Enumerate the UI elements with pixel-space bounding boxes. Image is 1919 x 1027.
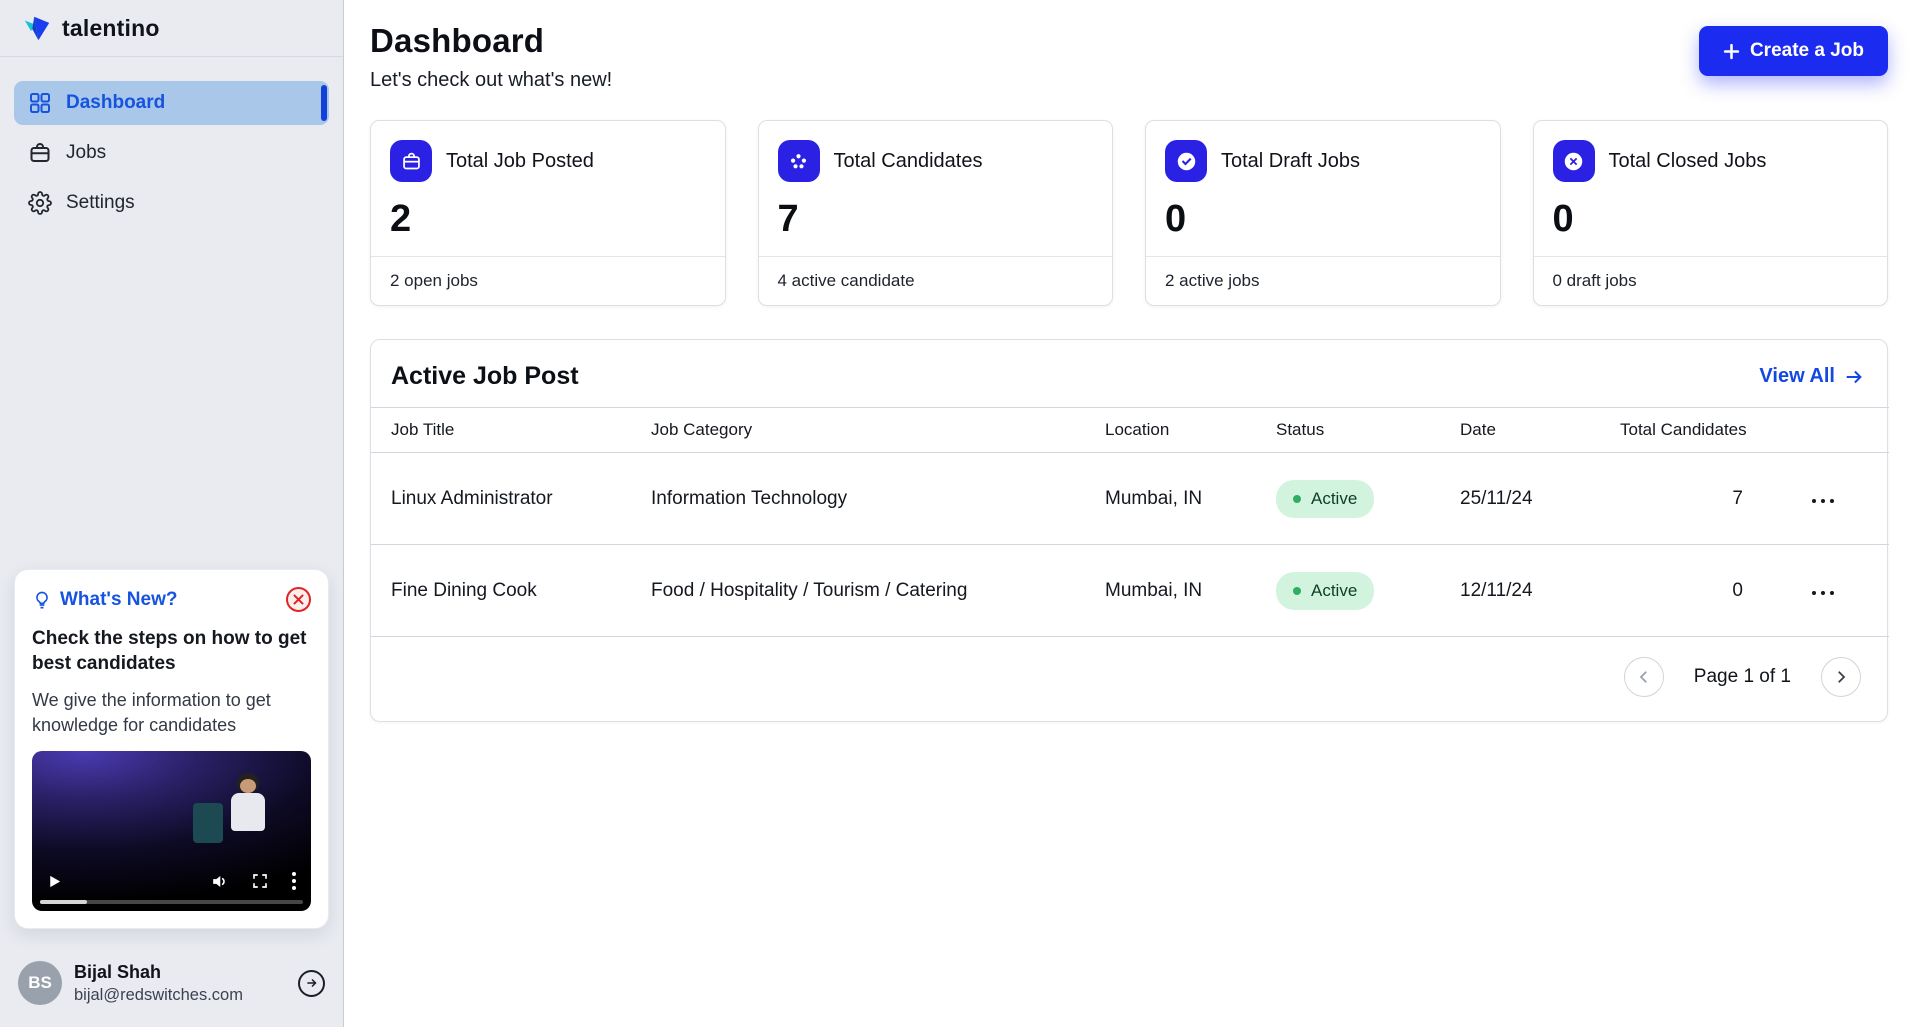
pagination: Page 1 of 1 — [371, 637, 1887, 721]
sidebar-item-label: Jobs — [66, 142, 106, 164]
video-desk-figure — [193, 803, 223, 843]
date-cell: 12/11/24 — [1450, 545, 1610, 637]
actions-cell — [1757, 545, 1889, 637]
sidebar-item-dashboard[interactable]: Dashboard — [14, 81, 329, 125]
view-all-link[interactable]: View All — [1759, 365, 1865, 388]
status-cell: Active — [1266, 545, 1450, 637]
actions-cell — [1757, 453, 1889, 545]
candidates-cell: 7 — [1610, 453, 1757, 545]
sidebar-item-jobs[interactable]: Jobs — [14, 131, 329, 175]
location-cell: Mumbai, IN — [1095, 453, 1266, 545]
play-icon[interactable] — [46, 873, 63, 890]
whats-new-heading: Check the steps on how to get best candi… — [32, 626, 311, 676]
stat-footer: 0 draft jobs — [1534, 256, 1888, 305]
page-title: Dashboard — [370, 22, 612, 60]
stat-value: 7 — [778, 198, 1094, 241]
stat-label: Total Draft Jobs — [1221, 150, 1360, 173]
briefcase-icon — [390, 140, 432, 182]
stat-label: Total Closed Jobs — [1609, 150, 1767, 173]
table-row: Fine Dining Cook Food / Hospitality / To… — [371, 545, 1889, 637]
gear-icon — [28, 191, 52, 215]
main-content: Dashboard Let's check out what's new! Cr… — [344, 0, 1919, 1027]
panel-title: Active Job Post — [391, 362, 579, 391]
profile-arrow-icon[interactable] — [298, 970, 325, 997]
candidates-icon — [778, 140, 820, 182]
stat-value: 2 — [390, 198, 706, 241]
stat-cards: Total Job Posted 2 2 open jobs Total Can… — [370, 120, 1888, 306]
job-title-cell: Fine Dining Cook — [371, 545, 641, 637]
status-dot-icon — [1293, 587, 1301, 595]
sidebar-item-label: Settings — [66, 192, 135, 214]
stat-label: Total Candidates — [834, 150, 983, 173]
column-job-category: Job Category — [641, 408, 1095, 453]
stat-footer: 4 active candidate — [759, 256, 1113, 305]
stat-value: 0 — [1553, 198, 1869, 241]
status-dot-icon — [1293, 495, 1301, 503]
jobs-table: Job Title Job Category Location Status D… — [371, 407, 1889, 637]
job-category-cell: Food / Hospitality / Tourism / Catering — [641, 545, 1095, 637]
location-cell: Mumbai, IN — [1095, 545, 1266, 637]
profile-name: Bijal Shah — [74, 962, 243, 983]
active-job-post-panel: Active Job Post View All Job Title Job — [370, 339, 1888, 722]
check-circle-icon — [1165, 140, 1207, 182]
arrow-right-icon — [1843, 366, 1865, 388]
dashboard-grid-icon — [28, 91, 52, 115]
user-profile: BS Bijal Shah bijal@redswitches.com — [0, 945, 343, 1027]
whats-new-body: We give the information to get knowledge… — [32, 688, 311, 737]
stat-label: Total Job Posted — [446, 150, 594, 173]
lightbulb-icon — [32, 590, 52, 610]
column-status: Status — [1266, 408, 1450, 453]
profile-email: bijal@redswitches.com — [74, 986, 243, 1005]
briefcase-icon — [28, 141, 52, 165]
stat-footer: 2 active jobs — [1146, 256, 1500, 305]
stat-card-total-draft-jobs: Total Draft Jobs 0 2 active jobs — [1145, 120, 1501, 306]
status-cell: Active — [1266, 453, 1450, 545]
stat-card-total-candidates: Total Candidates 7 4 active candidate — [758, 120, 1114, 306]
video-preview[interactable] — [32, 751, 311, 911]
create-job-button[interactable]: Create a Job — [1699, 26, 1888, 76]
plus-icon — [1723, 43, 1740, 60]
column-location: Location — [1095, 408, 1266, 453]
page-subtitle: Let's check out what's new! — [370, 69, 612, 92]
logo-text: talentino — [62, 15, 160, 42]
page-label: Page 1 of 1 — [1694, 666, 1791, 688]
next-page-button[interactable] — [1821, 657, 1861, 697]
row-menu-icon[interactable] — [1804, 492, 1842, 510]
stat-footer: 2 open jobs — [371, 256, 725, 305]
candidates-cell: 0 — [1610, 545, 1757, 637]
table-header-row: Job Title Job Category Location Status D… — [371, 408, 1889, 453]
video-menu-icon[interactable] — [291, 871, 297, 891]
status-badge: Active — [1276, 480, 1374, 518]
stat-value: 0 — [1165, 198, 1481, 241]
sidebar-item-settings[interactable]: Settings — [14, 181, 329, 225]
video-progress-bar[interactable] — [40, 900, 303, 904]
stat-card-total-closed-jobs: Total Closed Jobs 0 0 draft jobs — [1533, 120, 1889, 306]
sidebar-item-label: Dashboard — [66, 92, 165, 114]
column-total-candidates: Total Candidates — [1610, 408, 1757, 453]
column-date: Date — [1450, 408, 1610, 453]
sidebar: talentino Dashboard Jobs — [0, 0, 344, 1027]
avatar: BS — [18, 961, 62, 1005]
job-category-cell: Information Technology — [641, 453, 1095, 545]
talentino-logo-icon — [22, 13, 52, 43]
table-row: Linux Administrator Information Technolo… — [371, 453, 1889, 545]
column-actions — [1757, 408, 1889, 453]
stat-card-total-job-posted: Total Job Posted 2 2 open jobs — [370, 120, 726, 306]
x-circle-icon — [1553, 140, 1595, 182]
prev-page-button[interactable] — [1624, 657, 1664, 697]
logo: talentino — [0, 0, 343, 57]
volume-icon[interactable] — [210, 872, 229, 891]
whats-new-title: What's New? — [60, 589, 177, 611]
sidebar-nav: Dashboard Jobs Settings — [0, 75, 343, 231]
whats-new-card: What's New? Check the steps on how to ge… — [14, 569, 329, 929]
job-title-cell: Linux Administrator — [371, 453, 641, 545]
status-badge: Active — [1276, 572, 1374, 610]
date-cell: 25/11/24 — [1450, 453, 1610, 545]
close-icon[interactable] — [286, 587, 311, 612]
column-job-title: Job Title — [371, 408, 641, 453]
row-menu-icon[interactable] — [1804, 584, 1842, 602]
fullscreen-icon[interactable] — [251, 872, 269, 890]
